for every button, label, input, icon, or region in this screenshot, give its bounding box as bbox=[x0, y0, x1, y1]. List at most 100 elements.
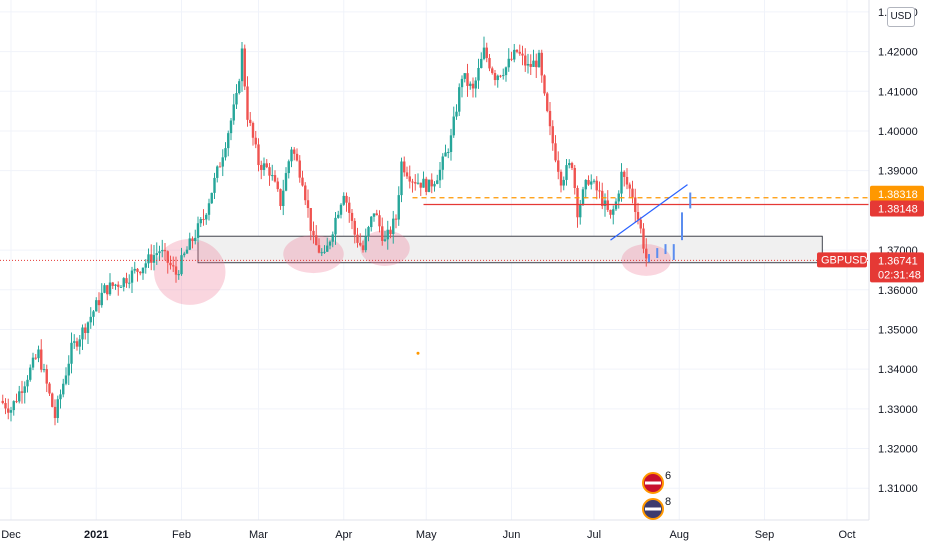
candle bbox=[400, 161, 403, 196]
candle bbox=[515, 49, 519, 52]
candle bbox=[601, 190, 604, 207]
candle bbox=[224, 148, 227, 158]
candle bbox=[301, 177, 304, 186]
candle bbox=[392, 218, 395, 234]
candle bbox=[513, 49, 516, 60]
candle bbox=[207, 203, 211, 215]
candle bbox=[554, 143, 557, 161]
candle bbox=[152, 255, 156, 263]
candle bbox=[122, 278, 125, 287]
candle bbox=[7, 408, 10, 413]
event-count: 6 bbox=[665, 470, 671, 482]
candle bbox=[612, 209, 615, 215]
candle bbox=[609, 209, 612, 215]
candle bbox=[411, 181, 414, 183]
candle bbox=[227, 133, 230, 149]
candle bbox=[117, 284, 120, 287]
price-tick-label: 1.32000 bbox=[878, 444, 918, 456]
trend-line bbox=[610, 184, 688, 241]
candle bbox=[540, 52, 543, 76]
candle bbox=[48, 383, 51, 394]
overlay-layer bbox=[0, 184, 869, 355]
candle bbox=[397, 195, 400, 220]
time-tick-label: Jul bbox=[587, 529, 601, 541]
candle bbox=[463, 73, 466, 79]
price-tag bbox=[870, 200, 924, 217]
candle bbox=[144, 263, 147, 268]
candle bbox=[623, 171, 626, 177]
candle bbox=[587, 180, 590, 185]
annotation-layer bbox=[154, 230, 823, 305]
candle bbox=[180, 255, 183, 275]
price-tick-label: 1.31000 bbox=[878, 483, 918, 495]
candle bbox=[81, 327, 84, 340]
candle bbox=[642, 228, 645, 249]
candle bbox=[645, 248, 648, 259]
time-tick-label: May bbox=[416, 529, 437, 541]
candle bbox=[493, 73, 497, 81]
candle bbox=[419, 182, 422, 188]
price-tag-label: 1.38318 bbox=[878, 189, 918, 201]
candle bbox=[598, 190, 601, 192]
candle bbox=[133, 268, 136, 271]
candle bbox=[326, 245, 329, 252]
candle bbox=[183, 253, 186, 256]
candle bbox=[125, 278, 128, 284]
candle bbox=[260, 165, 263, 170]
candle bbox=[535, 60, 538, 68]
price-tick-label: 1.36000 bbox=[878, 285, 918, 297]
candle bbox=[119, 286, 123, 288]
candle bbox=[460, 78, 464, 88]
price-axis: 1.430001.420001.410001.400001.390001.370… bbox=[878, 7, 918, 495]
candle bbox=[337, 214, 340, 218]
price-tags: 1.38318 1.38148 GBPUSD 1.36741 02:31:48 bbox=[817, 185, 924, 283]
candle bbox=[606, 200, 609, 210]
uk-flag-event-icon bbox=[642, 472, 664, 494]
candle bbox=[92, 311, 95, 317]
candle bbox=[185, 249, 189, 254]
candle bbox=[20, 391, 24, 393]
candle bbox=[45, 369, 48, 384]
candle bbox=[441, 156, 444, 170]
candle bbox=[40, 349, 43, 370]
candle bbox=[188, 238, 191, 250]
candle bbox=[249, 119, 252, 123]
candle bbox=[416, 182, 420, 184]
candle bbox=[323, 251, 326, 253]
candle bbox=[84, 327, 87, 334]
us-flag-event-icon bbox=[642, 498, 664, 520]
candle bbox=[548, 110, 552, 127]
candle bbox=[205, 214, 208, 220]
candle bbox=[271, 175, 274, 177]
candle bbox=[232, 104, 235, 121]
candle bbox=[128, 282, 131, 284]
time-tick-label: Sep bbox=[755, 529, 775, 541]
candle bbox=[345, 195, 348, 203]
candle bbox=[73, 341, 76, 343]
price-tick-label: 1.39000 bbox=[878, 166, 918, 178]
candle bbox=[485, 47, 488, 58]
candle bbox=[282, 190, 285, 207]
candle bbox=[469, 83, 472, 86]
last-price-tag bbox=[870, 252, 924, 283]
price-tick-label: 1.35000 bbox=[878, 324, 918, 336]
candle bbox=[15, 401, 18, 403]
candle bbox=[287, 161, 290, 174]
candle bbox=[474, 80, 477, 89]
candles-layer bbox=[1, 36, 648, 426]
candle bbox=[108, 282, 112, 295]
countdown-label: 02:31:48 bbox=[878, 269, 921, 281]
candle bbox=[111, 282, 114, 286]
candle bbox=[592, 180, 596, 182]
candle bbox=[559, 171, 563, 186]
candle bbox=[350, 212, 354, 221]
marker-dot bbox=[416, 351, 420, 355]
candle bbox=[375, 213, 378, 216]
candle bbox=[584, 180, 587, 190]
candle bbox=[18, 391, 21, 402]
currency-button[interactable]: USD bbox=[887, 7, 915, 27]
candle bbox=[276, 181, 279, 190]
candle bbox=[12, 401, 15, 411]
candle bbox=[581, 189, 585, 205]
